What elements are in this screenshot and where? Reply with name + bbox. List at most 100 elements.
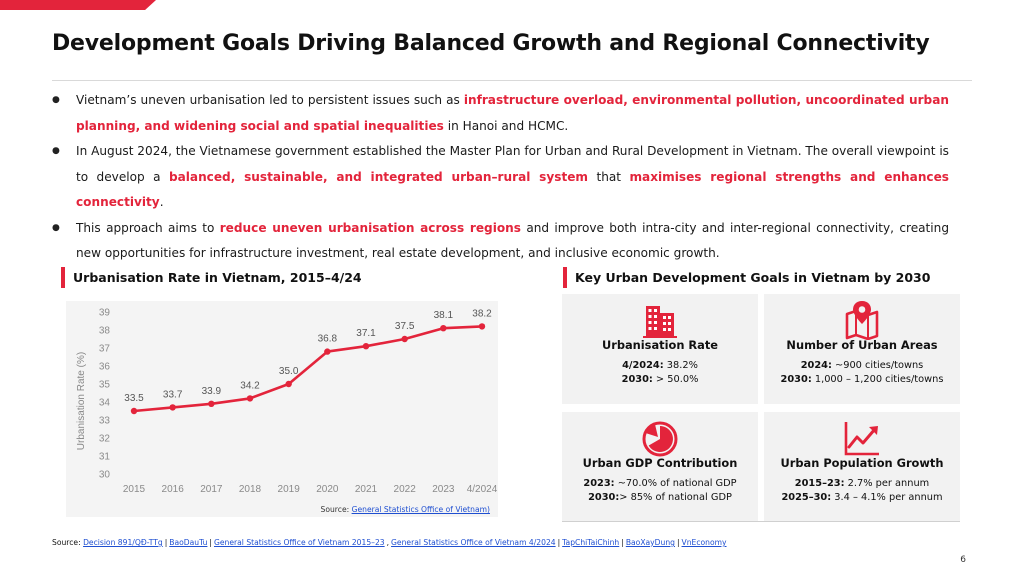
data-point: [130, 407, 138, 415]
x-tick-label: 2023: [432, 484, 455, 495]
bullet-text: Vietnam’s uneven urbanisation led to per…: [76, 93, 464, 107]
data-point: [324, 348, 331, 355]
goal-line-2: 2030: > 50.0%: [621, 374, 699, 385]
y-tick-label: 39: [99, 308, 111, 319]
goal-title: Urban GDP Contribution: [582, 456, 738, 470]
data-label: 34.2: [240, 380, 260, 391]
x-tick-label: 2019: [278, 484, 301, 495]
data-point: [169, 404, 176, 411]
source-separator: |: [557, 538, 561, 547]
goal-line-1: 2024: ~900 cities/towns: [800, 360, 924, 371]
x-tick-label: 2020: [316, 484, 339, 495]
bullet-text: In August 2024, the Vietnamese governmen…: [76, 144, 949, 184]
source-separator: |: [621, 538, 624, 547]
y-tick-label: 34: [99, 398, 111, 409]
source-separator: |: [164, 538, 168, 547]
goal-line-2: 2030:> 85% of national GDP: [588, 492, 732, 503]
source-link[interactable]: BaoDauTu: [169, 538, 208, 547]
data-label: 38.2: [472, 308, 492, 319]
bullet-text: in Hanoi and HCMC.: [443, 118, 569, 133]
data-points: [130, 323, 486, 415]
data-label: 38.1: [434, 310, 454, 321]
bullet-list: Vietnam’s uneven urbanisation led to per…: [52, 88, 950, 267]
x-tick-label: 2015: [123, 484, 146, 495]
bullet-text: .: [159, 195, 164, 209]
title-divider: [52, 80, 972, 81]
y-tick-label: 31: [99, 452, 111, 463]
source-separator: ,: [386, 538, 390, 547]
data-point: [440, 325, 447, 332]
x-tick-label: 2017: [200, 484, 223, 495]
goal-line-2: 2030: 1,000 – 1,200 cities/towns: [780, 374, 944, 385]
source-link[interactable]: Decision 891/QĐ-TTg: [83, 538, 163, 547]
bullet-highlight: infrastructure overload, environmental p…: [76, 93, 949, 133]
bullet-item-1: Vietnam’s uneven urbanisation led to per…: [52, 88, 949, 139]
source-link[interactable]: BaoXayDung: [625, 538, 675, 547]
data-point: [285, 380, 292, 388]
growth-chart-icon: [844, 422, 879, 456]
bullet-text: and improve both intra-city and inter-re…: [76, 220, 949, 261]
page-number: 6: [960, 555, 966, 565]
bullet-highlight: balanced, sustainable, and integrated ur…: [168, 169, 589, 184]
data-point: [208, 400, 215, 407]
goal-line-1: 4/2024: 38.2%: [622, 360, 698, 371]
page-title: Development Goals Driving Balanced Growt…: [52, 31, 930, 56]
buildings-icon: [643, 306, 677, 338]
top-accent-bar: [0, 0, 156, 10]
bullet-item-3: This approach aims to reduce uneven urba…: [52, 216, 949, 267]
x-tick-label: 2016: [162, 484, 185, 495]
bullet-text: that: [588, 169, 630, 184]
bullet-item-2: In August 2024, the Vietnamese governmen…: [52, 139, 950, 216]
cards-divider: [562, 521, 960, 522]
data-label: 37.5: [395, 321, 415, 332]
data-label: 33.7: [163, 389, 183, 400]
goals-section-header: Key Urban Development Goals in Vietnam b…: [563, 267, 930, 288]
section-accent-bar: [563, 267, 567, 288]
y-tick-label: 37: [99, 344, 111, 355]
y-tick-label: 38: [99, 326, 111, 337]
chart-section-title: Urbanisation Rate in Vietnam, 2015–4/24: [73, 270, 362, 285]
data-point: [478, 323, 486, 330]
y-tick-label: 36: [99, 362, 111, 373]
goal-card-urban-gdp: Urban GDP Contribution 2023: ~70.0% of n…: [562, 412, 758, 522]
data-label: 35.0: [279, 366, 299, 377]
line-chart-svg: Urbanisation Rate (%) 30 31 32 33 34 35 36 37 38…: [76, 308, 498, 496]
goal-card-urbanisation-rate: Urbanisation Rate 4/2024: 38.2% 2030: > …: [562, 294, 758, 404]
data-point: [362, 343, 370, 350]
data-labels: 33.5 33.7 33.9 34.2 35.0 36.8 37.1 37.5 38.1 38.2: [124, 308, 492, 404]
section-accent-bar: [61, 267, 65, 288]
data-label: 33.5: [124, 393, 144, 404]
data-point: [401, 335, 408, 343]
y-axis-ticks: 30 31 32 33 34 35 36 37 38 39: [99, 308, 111, 481]
map-pin-icon: [845, 301, 879, 340]
chart-section-header: Urbanisation Rate in Vietnam, 2015–4/24: [61, 267, 362, 288]
goal-line-1: 2023: ~70.0% of national GDP: [583, 478, 737, 489]
source-link[interactable]: TapChiTaiChinh: [562, 538, 620, 547]
goal-line-2: 2025–30: 3.4 – 4.1% per annum: [781, 492, 943, 503]
x-tick-label: 2022: [394, 484, 417, 495]
source-link[interactable]: General Statistics Office of Vietnam 4/2…: [391, 538, 556, 547]
bullet-highlight: reduce uneven urbanisation across region…: [219, 220, 521, 235]
goal-title: Urbanisation Rate: [601, 338, 719, 352]
y-tick-label: 32: [99, 434, 111, 445]
y-tick-label: 33: [99, 416, 111, 427]
data-point: [246, 395, 254, 402]
source-separator: |: [209, 538, 212, 547]
goals-section-title: Key Urban Development Goals in Vietnam b…: [575, 270, 931, 285]
y-axis-title: Urbanisation Rate (%): [76, 352, 87, 450]
goal-title: Urban Population Growth: [780, 456, 944, 470]
goal-title: Number of Urban Areas: [786, 338, 938, 352]
y-tick-label: 30: [99, 470, 111, 481]
x-tick-label: 2021: [355, 484, 378, 495]
bullet-text: This approach aims to: [76, 220, 220, 235]
x-tick-label: 4/2024: [467, 484, 498, 495]
bullet-highlight: maximises regional strengths and enhance…: [76, 169, 950, 210]
goal-line-1: 2015–23: 2.7% per annum: [794, 478, 930, 489]
chart-source-prefix: Source:: [320, 505, 352, 514]
source-link[interactable]: VnEconomy: [681, 538, 727, 547]
x-tick-label: 2018: [239, 484, 262, 495]
chart-source-link[interactable]: General Statistics Office of Vietnam): [351, 505, 490, 514]
source-link[interactable]: General Statistics Office of Vietnam 201…: [213, 538, 385, 547]
data-label: 33.9: [202, 386, 222, 397]
data-label: 37.1: [356, 328, 376, 339]
